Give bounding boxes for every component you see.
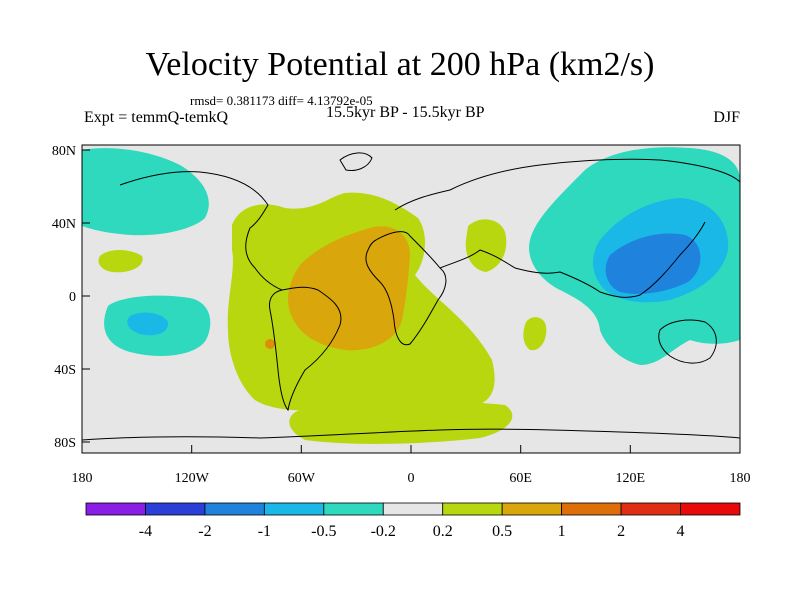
- colorbar-label: 0.5: [492, 523, 512, 540]
- eurasia-north-coast: [394, 158, 740, 211]
- y-tick-label: 40N: [52, 217, 76, 232]
- colorbar-label: 1: [558, 523, 566, 540]
- colorbar-segment: [442, 502, 503, 516]
- antarctic-positive-region: [289, 400, 513, 444]
- small-positive-spot: [265, 339, 275, 349]
- x-tick-label: 180: [730, 471, 751, 486]
- y-tick-label: 80S: [54, 436, 76, 451]
- pacific-positive-region: [98, 250, 143, 273]
- north-pacific-negative-region: [82, 148, 209, 236]
- indian-ocean-positive-region: [523, 317, 547, 351]
- colorbar-label: 2: [617, 523, 625, 540]
- arabia-positive-region: [465, 219, 507, 272]
- africa-coast: [365, 231, 447, 346]
- colorbar-segment: [680, 502, 741, 516]
- stats-label: rmsd= 0.381173 diff= 4.13792e-05: [190, 93, 373, 108]
- colorbar-segment: [145, 502, 206, 516]
- australia-coast: [658, 319, 717, 364]
- x-tick-label: 0: [408, 471, 415, 486]
- colorbar-segment: [382, 502, 444, 516]
- colorbar-segment: [561, 502, 622, 516]
- y-axis: [82, 149, 90, 443]
- season-label: DJF: [713, 109, 740, 126]
- south-america-coast: [269, 286, 342, 412]
- negative-field: [82, 147, 740, 365]
- greenland-coast: [339, 152, 373, 171]
- north-america-coast: [119, 171, 283, 291]
- y-tick-labels: 80N 40N 0 40S 80S: [52, 144, 76, 451]
- colorbar-labels: -4 -2 -1 -0.5 -0.2 0.2 0.5 1 2 4: [139, 523, 685, 540]
- colorbar-label: -4: [139, 523, 152, 540]
- map-panel: [82, 145, 740, 453]
- south-america-positive-core: [288, 226, 410, 351]
- colorbar: [85, 502, 741, 516]
- colorbar-label: -0.2: [371, 523, 396, 540]
- x-tick-label: 60E: [509, 471, 532, 486]
- colorbar-segment: [501, 502, 563, 516]
- map-title: Velocity Potential at 200 hPa (km2/s): [145, 46, 655, 83]
- x-tick-label: 180: [72, 471, 93, 486]
- colorbar-segment: [323, 502, 384, 516]
- colorbar-label: 4: [677, 523, 685, 540]
- x-tick-labels: 180 120W 60W 0 60E 120E 180: [72, 471, 751, 486]
- colorbar-segment: [263, 502, 325, 516]
- south-pacific-negative-core: [127, 312, 169, 336]
- y-tick-label: 80N: [52, 144, 76, 159]
- x-tick-label: 60W: [288, 471, 316, 486]
- period-label: 15.5kyr BP - 15.5kyr BP: [326, 104, 485, 121]
- coastlines: [82, 152, 740, 441]
- antarctica-coast: [82, 428, 740, 441]
- x-tick-label: 120W: [175, 471, 210, 486]
- colorbar-label: -0.5: [311, 523, 336, 540]
- colorbar-segment: [620, 502, 681, 516]
- eurasia-south-coast: [439, 221, 706, 298]
- y-tick-label: 40S: [54, 363, 76, 378]
- colorbar-label: -2: [198, 523, 211, 540]
- north-atlantic-positive-region: [242, 204, 290, 237]
- colorbar-label: -1: [258, 523, 271, 540]
- colorbar-label: 0.2: [433, 523, 453, 540]
- colorbar-segment: [204, 502, 265, 516]
- y-tick-label: 0: [69, 290, 76, 305]
- experiment-label: Expt = temmQ-temkQ: [84, 109, 229, 126]
- x-tick-label: 120E: [616, 471, 646, 486]
- western-pacific-negative-core: [605, 233, 701, 294]
- colorbar-segment: [85, 502, 146, 516]
- x-axis: [81, 445, 741, 453]
